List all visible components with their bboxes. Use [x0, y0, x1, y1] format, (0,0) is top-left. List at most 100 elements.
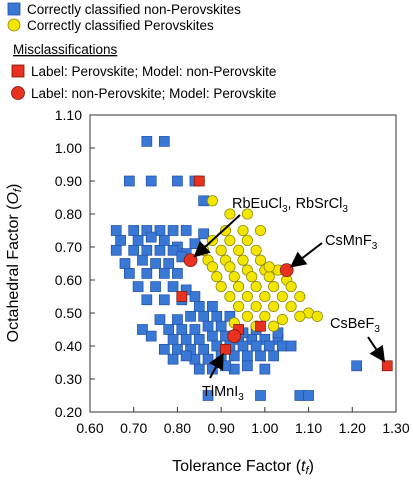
perovskite-point: [268, 300, 280, 312]
nonperovskite-point: [193, 363, 205, 375]
perovskite-point: [268, 320, 280, 332]
misclass-square-point: [255, 320, 266, 332]
misclass-circle-point: [183, 253, 198, 268]
nonperovskite-point: [158, 268, 170, 279]
nonperovskite-point: [202, 353, 214, 365]
nonperovskite-point: [189, 238, 201, 250]
nonperovskite-point: [207, 330, 218, 342]
nonperovskite-point: [167, 225, 179, 236]
annotation-arrow: [289, 242, 323, 268]
x-tick-label: 0.70: [120, 420, 147, 436]
nonperovskite-point: [189, 291, 201, 302]
nonperovskite-point: [167, 334, 179, 345]
perovskite-point: [237, 224, 249, 237]
x-tick-label: 1.10: [295, 420, 322, 436]
nonperovskite-point: [172, 314, 183, 325]
annotation-label: RbEuCl3, RbSrCl3: [232, 196, 348, 215]
nonperovskite-point: [202, 320, 214, 332]
nonperovskite-point: [211, 310, 223, 322]
nonperovskite-point: [215, 320, 227, 332]
nonperovskite-point: [237, 340, 249, 352]
perovskite-point: [233, 281, 245, 293]
perovskite-point: [250, 281, 262, 293]
perovskite-point: [263, 271, 275, 283]
nonperovskite-point: [242, 360, 253, 372]
y-tick-label: 0.80: [55, 206, 82, 222]
x-axis-label: Tolerance Factor (tf): [172, 458, 314, 477]
nonperovskite-point: [137, 254, 148, 266]
perovskite-point: [215, 244, 227, 256]
perovskite-point: [276, 290, 288, 303]
perovskite-point: [219, 224, 232, 237]
legend-swatch-misclass-square: [11, 64, 25, 78]
perovskite-point: [241, 234, 253, 246]
y-tick-label: 1.10: [55, 107, 82, 123]
nonperovskite-point: [141, 136, 153, 147]
misclass-square-point: [176, 291, 188, 302]
perovskite-point: [259, 290, 271, 303]
nonperovskite-point: [180, 334, 192, 345]
nonperovskite-point: [198, 343, 210, 355]
nonperovskite-point: [228, 350, 240, 362]
perovskite-point: [254, 224, 267, 237]
nonperovskite-point: [150, 258, 161, 269]
annotations: RbEuCl3, RbSrCl3 CsMnF3 CsBeF3 TlMnI3: [193, 196, 386, 403]
nonperovskite-point: [220, 360, 231, 372]
nonperovskite-point: [255, 390, 266, 401]
perovskite-point: [215, 281, 227, 293]
nonperovskite-point: [145, 231, 157, 243]
perovskite-point: [294, 290, 306, 303]
perovskite-point: [259, 310, 271, 322]
perovskite-point: [263, 261, 275, 273]
annotation-label: TlMnI3: [202, 384, 244, 403]
legend-swatch-nonperovskite: [7, 2, 21, 16]
nonperovskite-point: [128, 225, 140, 236]
nonperovskite-point: [137, 324, 148, 335]
nonperovskite-point: [255, 350, 266, 362]
perovskite-point: [233, 244, 245, 256]
nonperovskite-point: [158, 136, 170, 147]
x-tick-label: 0.90: [208, 420, 235, 436]
nonperovskite-point: [154, 314, 166, 325]
misclass-circle-point: [279, 263, 294, 277]
y-tick-label: 0.70: [55, 239, 82, 255]
perovskite-point: [233, 300, 245, 312]
perovskite-point: [294, 310, 306, 322]
perovskite-point: [237, 254, 249, 266]
nonperovskite-point: [198, 228, 210, 240]
nonperovskite-point: [303, 390, 314, 401]
nonperovskite-point: [268, 350, 279, 362]
y-tick-label: 0.60: [55, 272, 82, 288]
nonperovskite-point: [145, 330, 157, 342]
nonperovskite-point: [141, 294, 153, 306]
nonperovskite-point: [141, 244, 153, 256]
perovskite-point: [224, 261, 236, 273]
perovskite-point: [250, 244, 262, 256]
nonperovskite-point: [180, 350, 192, 362]
perovskite-point: [254, 254, 267, 266]
perovskite-point: [206, 261, 218, 273]
nonperovskite-point: [193, 334, 205, 345]
data-points: [110, 136, 393, 401]
nonperovskite-point: [141, 268, 153, 279]
nonperovskite-point: [132, 281, 144, 292]
x-tick-label: 0.60: [76, 420, 103, 436]
nonperovskite-point: [128, 244, 140, 256]
perovskite-point: [311, 310, 323, 322]
x-axis-ticks: 0.60 0.70 0.80 0.90 1.00 1.10 1.20 1.30: [76, 407, 410, 436]
legend-label-misclass-square: Label: Perovskite; Model: non-Perovskite: [31, 64, 276, 79]
y-axis-ticks: 0.20 0.30 0.40 0.50 0.60 0.70 0.80 0.90 1.00 1.10: [55, 107, 95, 420]
legend: Correctly classified non-Perovskites Cor…: [7, 2, 276, 101]
misclass-square-point: [220, 343, 231, 355]
nonperovskite-point: [250, 340, 262, 352]
annotation-arrow: [367, 336, 386, 363]
nonperovskite-point: [172, 268, 183, 279]
nonperovskite-point: [123, 268, 135, 279]
y-tick-label: 0.50: [55, 305, 82, 321]
perovskite-point: [285, 300, 297, 312]
perovskite-point: [206, 195, 218, 207]
perovskite-point: [241, 290, 253, 303]
nonperovskite-point: [145, 175, 157, 187]
nonperovskite-point: [110, 225, 122, 236]
